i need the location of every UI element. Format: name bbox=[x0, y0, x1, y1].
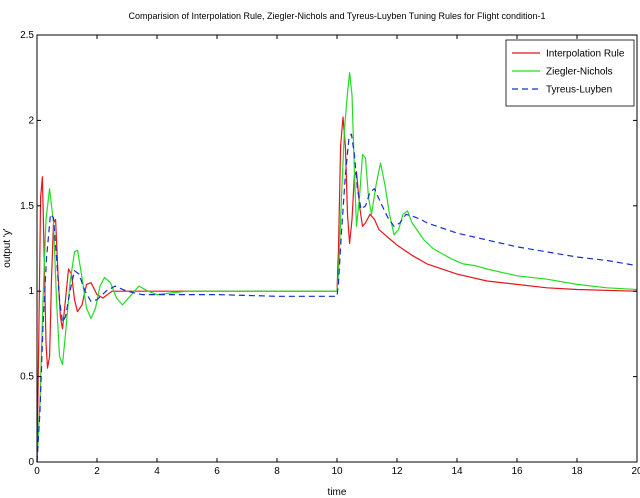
legend: Interpolation Rule Ziegler-Nichols Tyreus-… bbox=[505, 39, 635, 107]
series-line-ziegler-nichols bbox=[36, 72, 638, 463]
x-tick-label: 12 bbox=[391, 466, 403, 477]
legend-label: Interpolation Rule bbox=[546, 49, 625, 60]
x-axis-label: time bbox=[328, 487, 347, 498]
x-tick-label: 10 bbox=[331, 466, 343, 477]
series-line-tyreus-luyben bbox=[36, 133, 638, 463]
legend-label: Tyreus-Luyben bbox=[546, 85, 612, 96]
x-tick-label: 18 bbox=[571, 466, 583, 477]
tick-layer: 0 2 4 6 8 10 12 14 16 18 20 0 0.5 1 1.5 2 2.5 bbox=[20, 30, 640, 477]
x-tick-label: 16 bbox=[511, 466, 523, 477]
series-layer bbox=[36, 72, 638, 463]
legend-box bbox=[505, 39, 635, 107]
x-tick-label: 14 bbox=[451, 466, 463, 477]
legend-label: Ziegler-Nichols bbox=[546, 67, 613, 78]
x-tick-label: 20 bbox=[631, 466, 640, 477]
y-tick-label: 1 bbox=[28, 286, 34, 297]
y-tick-label: 2 bbox=[28, 115, 34, 126]
y-axis-label: output 'y' bbox=[2, 228, 13, 267]
y-tick-label: 2.5 bbox=[20, 30, 34, 41]
x-tick-label: 0 bbox=[34, 466, 40, 477]
chart-title: Comparision of Interpolation Rule, Ziegl… bbox=[128, 11, 545, 21]
x-tick-label: 4 bbox=[154, 466, 160, 477]
y-tick-label: 1.5 bbox=[20, 201, 34, 212]
y-tick-label: 0.5 bbox=[20, 372, 34, 383]
x-tick-label: 6 bbox=[214, 466, 220, 477]
x-tick-label: 8 bbox=[274, 466, 280, 477]
y-tick-label: 0 bbox=[28, 457, 34, 468]
x-tick-label: 2 bbox=[94, 466, 100, 477]
